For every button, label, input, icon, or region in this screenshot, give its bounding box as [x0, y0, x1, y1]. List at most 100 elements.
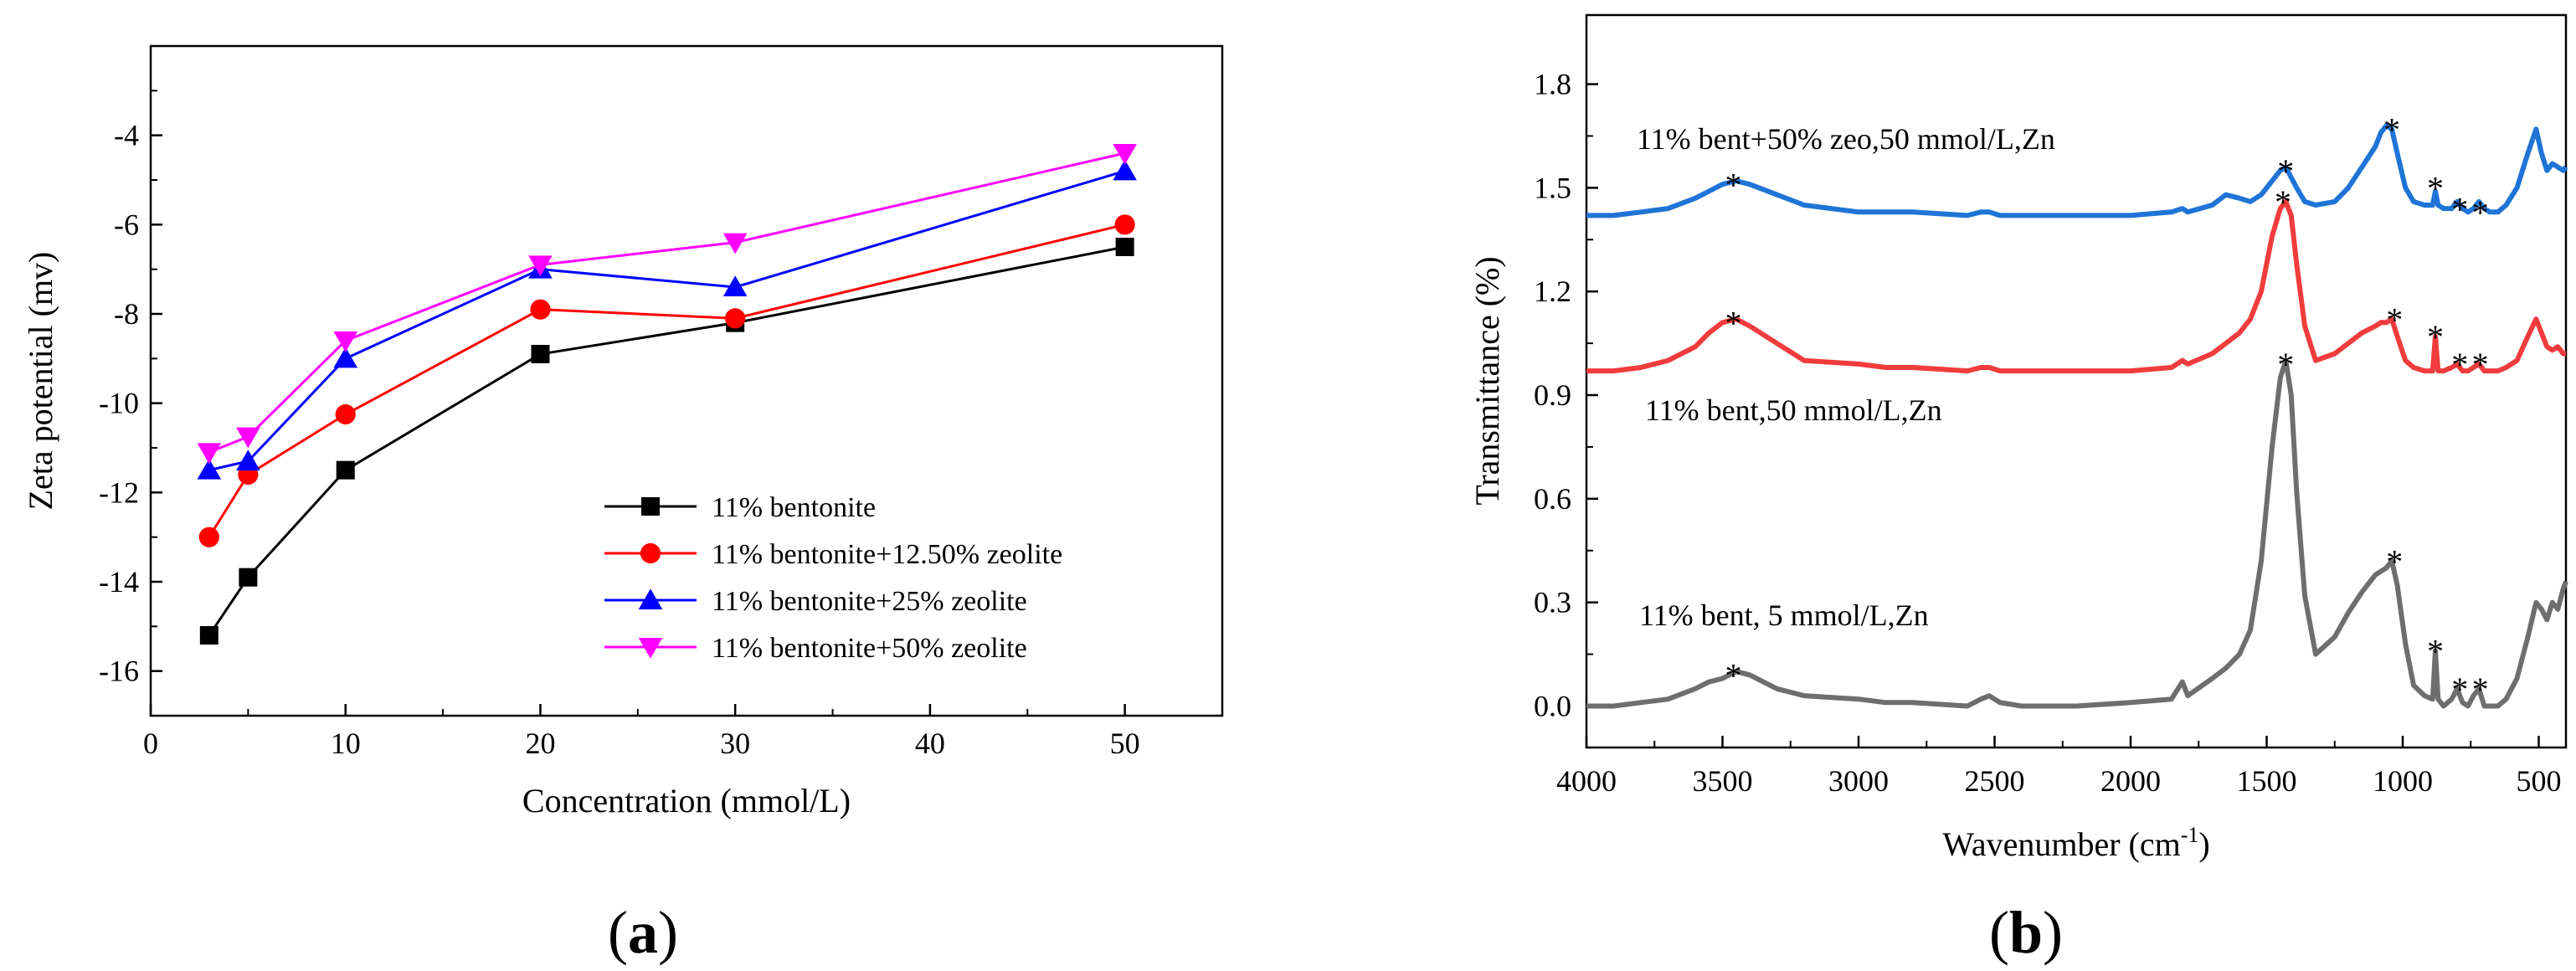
b-xtick-label: 2000 — [2100, 764, 2161, 798]
panel-a-plot-frame — [149, 44, 1224, 717]
b-ytick-label: 1.2 — [1534, 275, 1571, 308]
b-asterisk-10: * — [2451, 346, 2468, 383]
b-xtick-label: 1500 — [2237, 764, 2297, 798]
annotation-blue: 11% bent+50% zeo,50 mmol/L,Zn — [1637, 122, 2055, 156]
panel-b-asterisks: * **** **** ** ****** * — [1725, 110, 2489, 708]
a-point-1-4 — [725, 308, 746, 329]
a-legend-label-3: 11% bentonite+50% zeolite — [712, 633, 1027, 664]
panel-b-xlabel: Wavenumber (cm-1) — [1942, 823, 2209, 863]
b-spectrum-1 — [1586, 198, 2566, 374]
b-asterisk-5: * — [2472, 193, 2489, 231]
b-asterisk-0: * — [1725, 166, 1742, 203]
a-ytick-label: -12 — [99, 475, 139, 509]
a-point-3-2 — [333, 331, 358, 352]
panel-b-ylabel: Transmittance (%) — [1468, 256, 1506, 505]
b-asterisk-4: * — [2451, 190, 2468, 228]
a-point-2-4 — [722, 275, 748, 296]
a-legend-marker-2 — [638, 588, 663, 609]
a-point-3-1 — [236, 427, 260, 449]
a-series-line-1 — [208, 223, 1125, 538]
annotation-red: 11% bent,50 mmol/L,Zn — [1645, 393, 1942, 427]
b-ytick-label: 0.9 — [1534, 378, 1571, 412]
a-point-3-0 — [197, 443, 222, 465]
a-point-0-3 — [531, 345, 550, 363]
panel-b-ftir-spectra-chart: 4000 3500 3000 2500 2000 1500 1000 500 0.0 0.3 0.6… — [1468, 13, 2568, 966]
a-point-2-1 — [236, 450, 260, 470]
a-ytick-label: -6 — [114, 208, 139, 241]
a-ytick-label: -10 — [99, 387, 139, 420]
b-xtick-label: 500 — [2517, 764, 2562, 798]
panel-a-ticks: 0 10 20 30 40 50 -16 -14 -12 -10 -8 -6 -4 — [99, 90, 1140, 760]
b-asterisk-16: * — [2451, 670, 2468, 708]
a-series-1 — [198, 214, 1135, 547]
a-series-3 — [197, 144, 1137, 465]
b-asterisk-14: * — [2386, 542, 2403, 580]
b-ytick-label: 0.6 — [1534, 482, 1571, 516]
panel-a-legend: 11% bentonite 11% bentonite+12.50% zeolit… — [604, 492, 1062, 664]
a-legend-label-2: 11% bentonite+25% zeolite — [712, 586, 1027, 617]
panel-a-label: (a) — [608, 899, 678, 966]
b-spectrum-2 — [1586, 123, 2568, 218]
b-asterisk-2: * — [2383, 110, 2400, 148]
a-xtick-label: 50 — [1110, 727, 1140, 760]
b-ytick-label: 1.8 — [1534, 68, 1571, 101]
a-point-1-3 — [530, 299, 551, 320]
b-asterisk-12: * — [1725, 656, 1742, 694]
a-point-0-5 — [1115, 238, 1134, 256]
b-asterisk-6: * — [1725, 304, 1742, 342]
a-legend-label-0: 11% bentonite — [712, 492, 876, 523]
b-xtick-label: 1000 — [2373, 764, 2433, 798]
a-point-1-2 — [335, 403, 356, 425]
b-ytick-label: 0.0 — [1534, 689, 1571, 722]
a-point-3-5 — [1113, 144, 1137, 165]
b-asterisk-8: * — [2386, 301, 2403, 338]
a-xtick-label: 0 — [143, 727, 158, 760]
panel-a-ylabel: Zeta potential (mv) — [22, 252, 59, 511]
b-asterisk-1: * — [2277, 152, 2294, 190]
a-ytick-label: -4 — [114, 119, 139, 152]
a-point-1-0 — [198, 527, 219, 547]
panel-b-series — [1586, 123, 2568, 709]
b-asterisk-7: * — [2275, 183, 2291, 221]
a-point-0-2 — [336, 460, 355, 480]
panel-a-zeta-potential-chart: 0 10 20 30 40 50 -16 -14 -12 -10 -8 -6 -4 Concentrat… — [22, 44, 1224, 966]
b-spectrum-0 — [1586, 357, 2568, 709]
a-point-3-4 — [722, 233, 748, 254]
b-asterisk-13: * — [2277, 346, 2294, 383]
a-ytick-label: -16 — [99, 655, 139, 688]
b-xtick-label: 4000 — [1556, 764, 1617, 798]
a-legend-label-1: 11% bentonite+12.50% zeolite — [712, 539, 1062, 570]
a-point-3-3 — [528, 255, 553, 277]
panel-a-xlabel: Concentration (mmol/L) — [522, 782, 851, 819]
a-point-2-0 — [197, 458, 222, 480]
b-xtick-label: 2500 — [1965, 764, 2025, 798]
panel-b-plot-frame — [1585, 13, 2568, 749]
a-ytick-label: -14 — [99, 565, 139, 599]
b-asterisk-11: * — [2472, 346, 2489, 383]
annotation-gray: 11% bent, 5 mmol/L,Zn — [1639, 599, 1929, 632]
a-series-line-2 — [208, 169, 1126, 472]
a-point-0-0 — [199, 626, 219, 645]
a-series-2 — [197, 159, 1137, 480]
a-point-1-5 — [1114, 214, 1135, 235]
a-series-line-0 — [208, 245, 1125, 636]
a-series-line-3 — [208, 152, 1125, 454]
a-point-2-2 — [333, 347, 358, 368]
panel-a-series — [197, 144, 1137, 645]
a-point-2-5 — [1113, 159, 1137, 181]
a-xtick-label: 20 — [525, 727, 555, 760]
a-series-0 — [199, 238, 1134, 645]
b-asterisk-17: * — [2472, 670, 2489, 708]
a-xtick-label: 30 — [720, 727, 750, 760]
panel-b-ticks: 4000 3500 3000 2500 2000 1500 1000 500 0.0 0.3 0.6… — [1534, 68, 2562, 798]
a-ytick-label: -8 — [114, 297, 139, 331]
a-point-0-1 — [239, 568, 258, 587]
a-xtick-label: 10 — [331, 727, 361, 760]
a-xtick-label: 40 — [915, 727, 945, 760]
a-legend-marker-1 — [640, 542, 661, 564]
b-asterisk-3: * — [2427, 169, 2444, 207]
b-asterisk-9: * — [2427, 318, 2444, 356]
b-ytick-label: 1.5 — [1534, 171, 1571, 204]
a-legend-marker-3 — [638, 638, 663, 659]
